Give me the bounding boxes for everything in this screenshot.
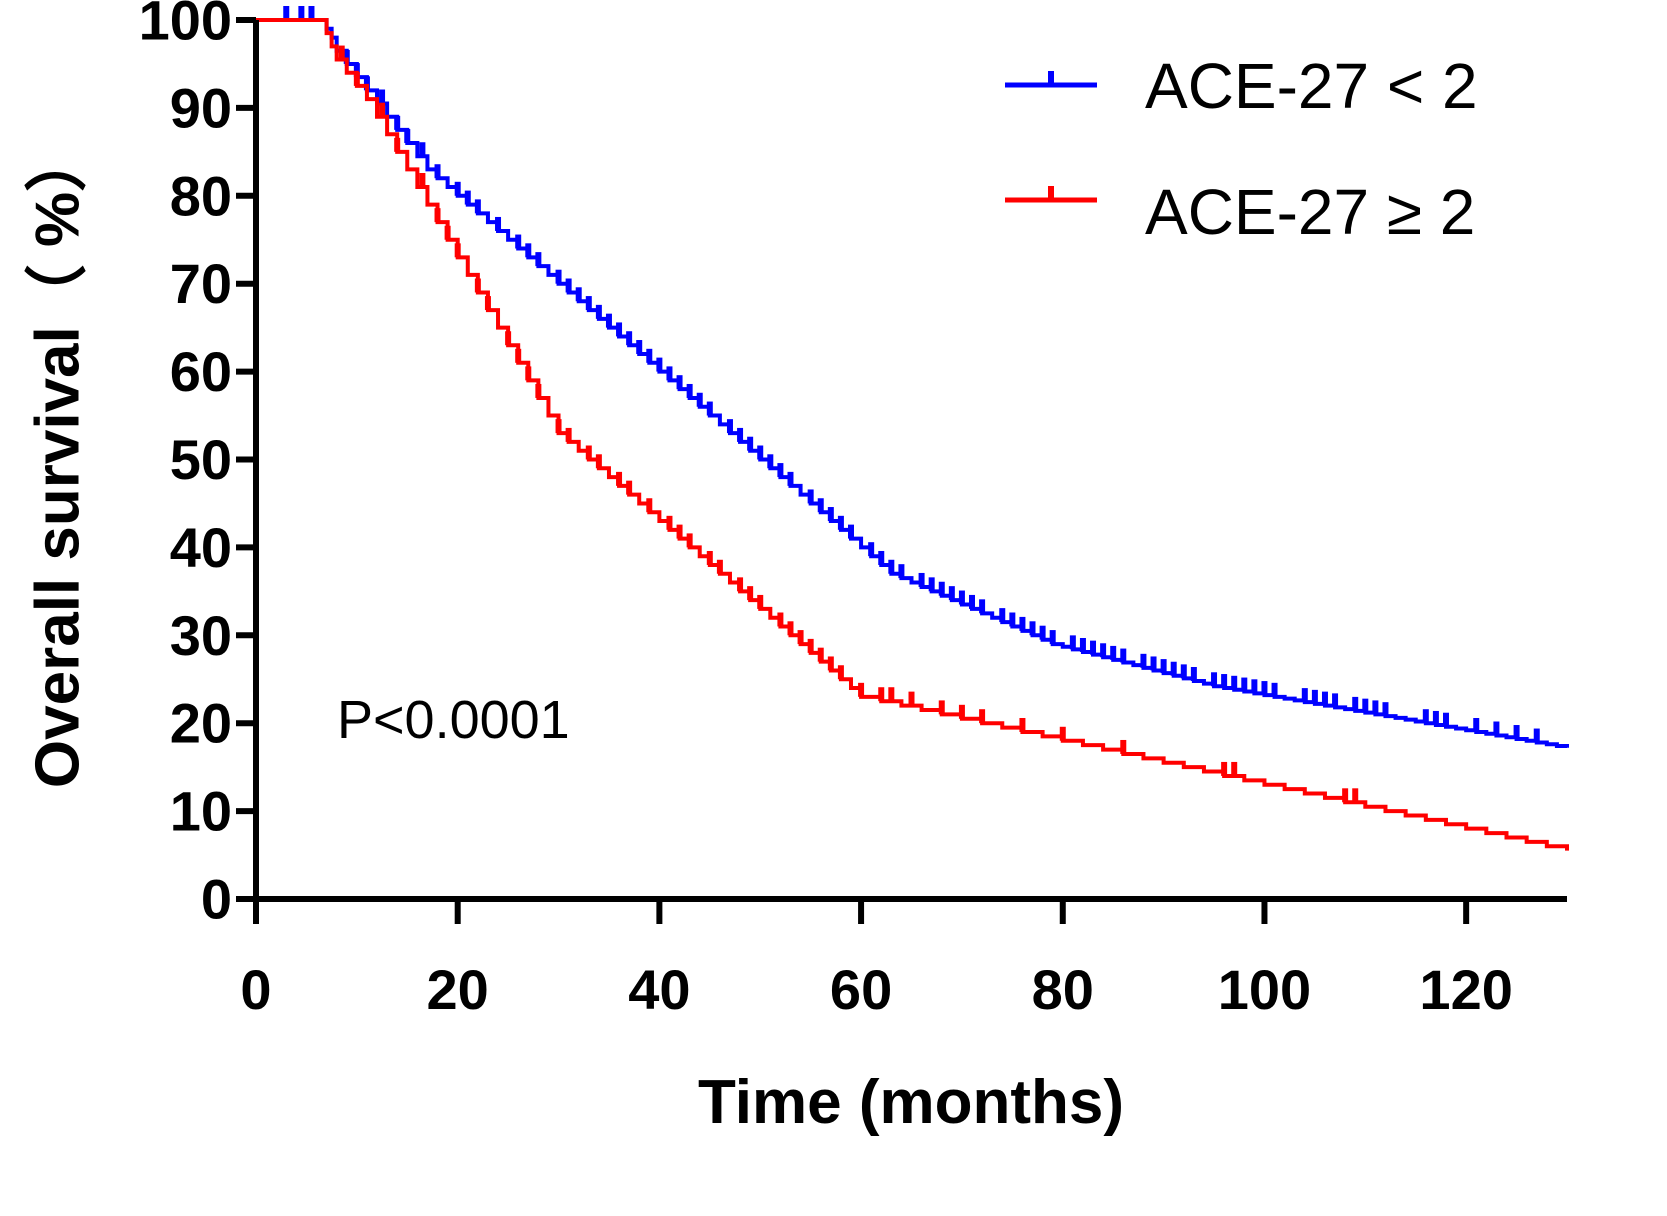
y-tick-label: 10 xyxy=(170,780,232,843)
y-axis-ticks: 0 10 20 30 40 50 60 70 80 90 100 xyxy=(139,0,256,931)
y-tick-label: 90 xyxy=(170,76,232,139)
y-tick-label: 50 xyxy=(170,428,232,491)
y-tick-label: 80 xyxy=(170,164,232,227)
x-tick-label: 40 xyxy=(628,958,690,1021)
survival-curve-ace27-lt2 xyxy=(256,18,1569,749)
x-tick-label: 0 xyxy=(240,958,271,1021)
legend-label-ace27-ge2: ACE-27 ≥ 2 xyxy=(1145,176,1475,248)
y-tick-label: 60 xyxy=(170,340,232,403)
series-ace27-ge2 xyxy=(256,18,1569,851)
x-tick-label: 60 xyxy=(830,958,892,1021)
series-layer xyxy=(256,6,1569,851)
legend-item-ace27-ge2: ACE-27 ≥ 2 xyxy=(1005,176,1475,248)
p-value-annotation: P<0.0001 xyxy=(337,690,570,750)
y-tick-label: 100 xyxy=(139,0,232,52)
x-tick-label: 20 xyxy=(427,958,489,1021)
y-tick-label: 20 xyxy=(170,692,232,755)
x-tick-label: 120 xyxy=(1419,958,1512,1021)
y-tick-label: 40 xyxy=(170,516,232,579)
y-tick-label: 70 xyxy=(170,252,232,315)
legend-label-ace27-lt2: ACE-27 < 2 xyxy=(1145,50,1478,122)
legend-item-ace27-lt2: ACE-27 < 2 xyxy=(1005,50,1478,122)
x-tick-label: 80 xyxy=(1032,958,1094,1021)
legend: ACE-27 < 2 ACE-27 ≥ 2 xyxy=(1005,50,1478,248)
x-axis-title: Time (months) xyxy=(698,1068,1124,1137)
y-tick-label: 30 xyxy=(170,604,232,667)
x-tick-label: 100 xyxy=(1218,958,1311,1021)
x-axis-ticks: 0 20 40 60 80 100 120 xyxy=(240,899,1513,1021)
y-tick-label: 0 xyxy=(201,868,232,931)
y-axis-title: Overall survival（ %） xyxy=(23,130,93,788)
